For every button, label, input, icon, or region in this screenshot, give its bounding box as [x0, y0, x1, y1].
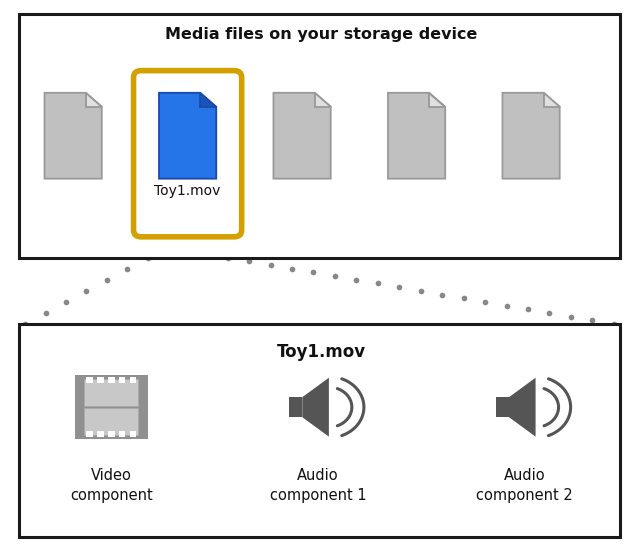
Polygon shape — [388, 93, 445, 178]
Point — [102, 275, 112, 284]
Text: Video
component: Video component — [70, 468, 153, 503]
Point — [20, 320, 31, 329]
Point — [587, 316, 597, 325]
Bar — [86, 377, 93, 383]
Bar — [289, 397, 302, 417]
FancyBboxPatch shape — [134, 70, 242, 237]
Text: Audio
component 1: Audio component 1 — [270, 468, 366, 503]
Point — [480, 297, 490, 306]
Polygon shape — [45, 93, 102, 178]
Point — [142, 253, 153, 262]
Polygon shape — [429, 93, 445, 107]
Polygon shape — [200, 93, 216, 107]
Bar — [75, 376, 148, 439]
Point — [501, 301, 511, 310]
Bar — [119, 377, 125, 383]
Point — [394, 283, 404, 291]
Bar — [495, 397, 509, 417]
Bar — [84, 379, 139, 406]
Bar — [108, 432, 114, 437]
Point — [41, 309, 51, 317]
Polygon shape — [302, 378, 329, 437]
Polygon shape — [86, 93, 102, 107]
Polygon shape — [509, 378, 536, 437]
Point — [81, 286, 92, 295]
Bar — [19, 14, 620, 258]
Point — [566, 312, 576, 321]
Point — [122, 264, 132, 273]
Bar — [97, 432, 104, 437]
Point — [308, 268, 319, 277]
Text: Toy1.mov: Toy1.mov — [155, 184, 221, 198]
Point — [351, 275, 361, 284]
Bar — [119, 432, 125, 437]
Text: Media files on your storage device: Media files on your storage device — [165, 27, 478, 43]
Point — [244, 257, 254, 266]
Point — [609, 320, 619, 329]
Point — [330, 271, 340, 280]
Text: Toy1.mov: Toy1.mov — [277, 343, 366, 361]
Bar — [84, 408, 139, 435]
Point — [265, 260, 275, 269]
Point — [437, 290, 447, 299]
Polygon shape — [159, 93, 216, 178]
Point — [459, 294, 469, 302]
Point — [523, 305, 533, 314]
Bar — [19, 324, 620, 537]
Point — [223, 253, 233, 262]
Text: Audio
component 2: Audio component 2 — [476, 468, 573, 503]
Bar — [130, 432, 136, 437]
Polygon shape — [502, 93, 560, 178]
Point — [544, 309, 555, 317]
Point — [287, 264, 297, 273]
Bar — [97, 377, 104, 383]
Polygon shape — [273, 93, 331, 178]
Bar — [108, 377, 114, 383]
Point — [61, 297, 71, 306]
Point — [416, 286, 426, 295]
Polygon shape — [544, 93, 560, 107]
Polygon shape — [315, 93, 331, 107]
Bar — [86, 432, 93, 437]
Point — [373, 279, 383, 288]
Bar — [130, 377, 136, 383]
